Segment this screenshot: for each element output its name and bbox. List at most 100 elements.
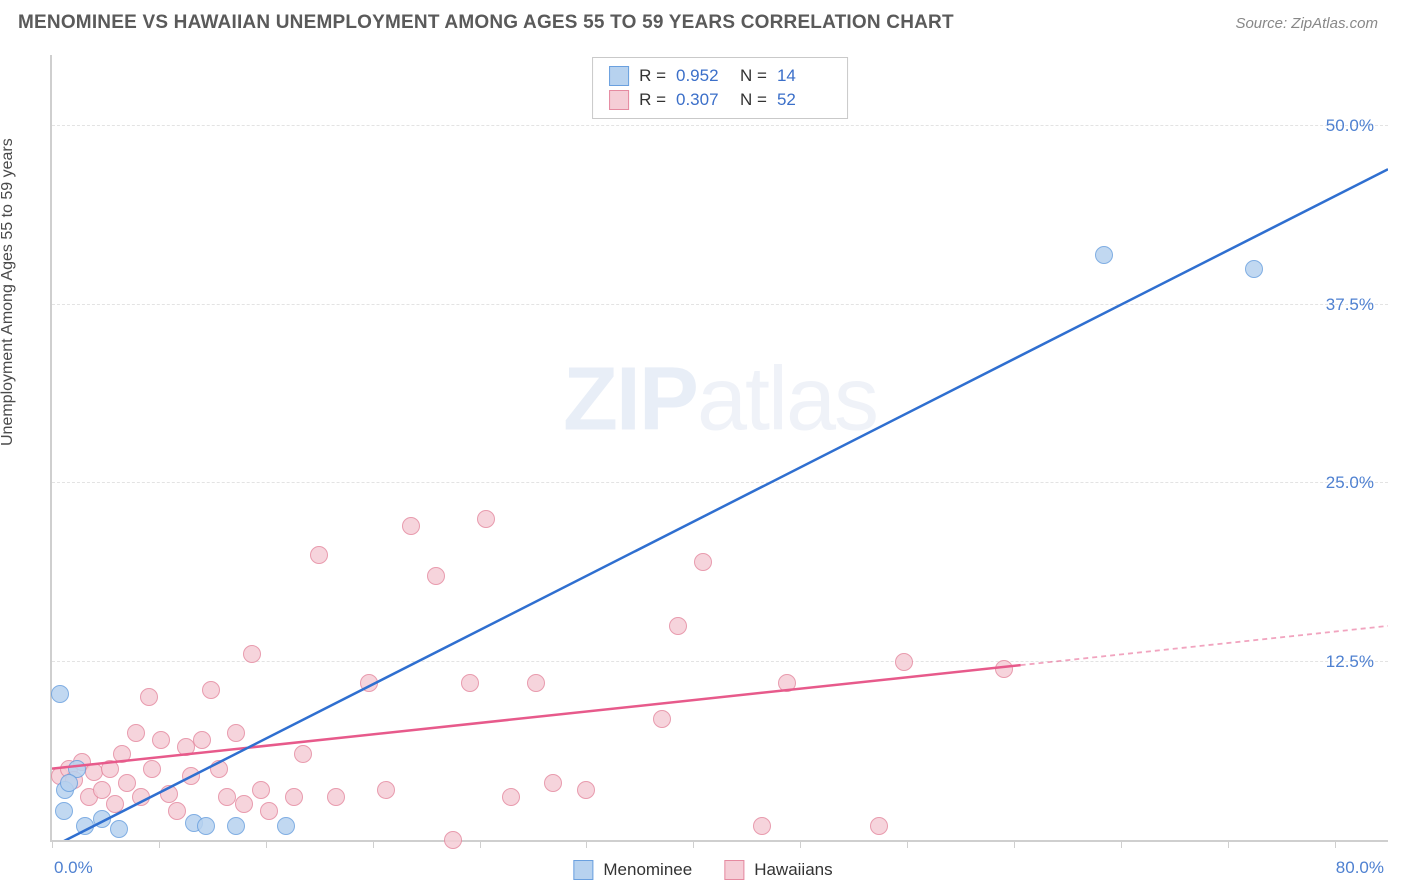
data-point: [106, 795, 124, 813]
data-point: [360, 674, 378, 692]
data-point: [55, 802, 73, 820]
r-value-hawaiians: 0.307: [676, 90, 730, 110]
data-point: [56, 781, 74, 799]
legend-label-menominee: Menominee: [603, 860, 692, 880]
data-point: [1245, 260, 1263, 278]
gridline: [52, 304, 1388, 305]
x-tick: [907, 840, 908, 848]
x-tick: [52, 840, 53, 848]
y-tick-label: 37.5%: [1326, 295, 1374, 315]
data-point: [80, 788, 98, 806]
data-point: [377, 781, 395, 799]
data-point: [753, 817, 771, 835]
series-legend: Menominee Hawaiians: [573, 860, 832, 880]
data-point: [132, 788, 150, 806]
data-point: [427, 567, 445, 585]
watermark-rest: atlas: [697, 350, 877, 450]
trend-lines: [52, 55, 1388, 840]
data-point: [76, 817, 94, 835]
data-point: [73, 753, 91, 771]
x-tick: [693, 840, 694, 848]
scatter-chart: ZIPatlas R = 0.952 N = 14 R = 0.307 N = …: [50, 55, 1388, 842]
data-point: [227, 817, 245, 835]
data-point: [277, 817, 295, 835]
x-tick: [586, 840, 587, 848]
x-tick: [800, 840, 801, 848]
data-point: [461, 674, 479, 692]
swatch-hawaiians-icon: [724, 860, 744, 880]
data-point: [197, 817, 215, 835]
data-point: [202, 681, 220, 699]
data-point: [870, 817, 888, 835]
x-tick: [266, 840, 267, 848]
data-point: [669, 617, 687, 635]
swatch-menominee-icon: [573, 860, 593, 880]
data-point: [101, 760, 119, 778]
data-point: [140, 688, 158, 706]
data-point: [160, 785, 178, 803]
data-point: [93, 810, 111, 828]
data-point: [694, 553, 712, 571]
legend-label-hawaiians: Hawaiians: [754, 860, 832, 880]
x-tick: [373, 840, 374, 848]
data-point: [210, 760, 228, 778]
data-point: [118, 774, 136, 792]
data-point: [93, 781, 111, 799]
data-point: [502, 788, 520, 806]
data-point: [85, 763, 103, 781]
data-point: [444, 831, 462, 849]
data-point: [51, 685, 69, 703]
source-attribution: Source: ZipAtlas.com: [1235, 15, 1378, 32]
watermark: ZIPatlas: [563, 349, 877, 452]
data-point: [218, 788, 236, 806]
x-min-label: 0.0%: [54, 858, 93, 878]
data-point: [477, 510, 495, 528]
correlation-legend: R = 0.952 N = 14 R = 0.307 N = 52: [592, 57, 848, 119]
data-point: [778, 674, 796, 692]
x-max-label: 80.0%: [1336, 858, 1384, 878]
data-point: [527, 674, 545, 692]
x-tick: [1014, 840, 1015, 848]
data-point: [235, 795, 253, 813]
x-tick: [1335, 840, 1336, 848]
y-axis-label: Unemployment Among Ages 55 to 59 years: [0, 138, 17, 446]
data-point: [653, 710, 671, 728]
data-point: [294, 745, 312, 763]
legend-item-hawaiians: Hawaiians: [724, 860, 832, 880]
data-point: [68, 760, 86, 778]
data-point: [252, 781, 270, 799]
data-point: [65, 771, 83, 789]
watermark-bold: ZIP: [563, 350, 697, 450]
data-point: [544, 774, 562, 792]
data-point: [168, 802, 186, 820]
data-point: [260, 802, 278, 820]
data-point: [177, 738, 195, 756]
x-tick: [1121, 840, 1122, 848]
data-point: [182, 767, 200, 785]
data-point: [60, 774, 78, 792]
x-tick: [159, 840, 160, 848]
data-point: [110, 820, 128, 838]
data-point: [310, 546, 328, 564]
n-value-menominee: 14: [777, 66, 831, 86]
y-tick-label: 25.0%: [1326, 473, 1374, 493]
swatch-menominee: [609, 66, 629, 86]
data-point: [51, 767, 69, 785]
y-tick-label: 50.0%: [1326, 116, 1374, 136]
gridline: [52, 482, 1388, 483]
data-point: [193, 731, 211, 749]
data-point: [185, 814, 203, 832]
data-point: [577, 781, 595, 799]
data-point: [285, 788, 303, 806]
legend-row-menominee: R = 0.952 N = 14: [609, 64, 831, 88]
gridline: [52, 125, 1388, 126]
y-tick-label: 12.5%: [1326, 652, 1374, 672]
n-value-hawaiians: 52: [777, 90, 831, 110]
data-point: [895, 653, 913, 671]
data-point: [1095, 246, 1113, 264]
data-point: [143, 760, 161, 778]
chart-title: MENOMINEE VS HAWAIIAN UNEMPLOYMENT AMONG…: [18, 12, 954, 34]
legend-row-hawaiians: R = 0.307 N = 52: [609, 88, 831, 112]
chart-header: MENOMINEE VS HAWAIIAN UNEMPLOYMENT AMONG…: [0, 0, 1406, 42]
x-tick: [480, 840, 481, 848]
